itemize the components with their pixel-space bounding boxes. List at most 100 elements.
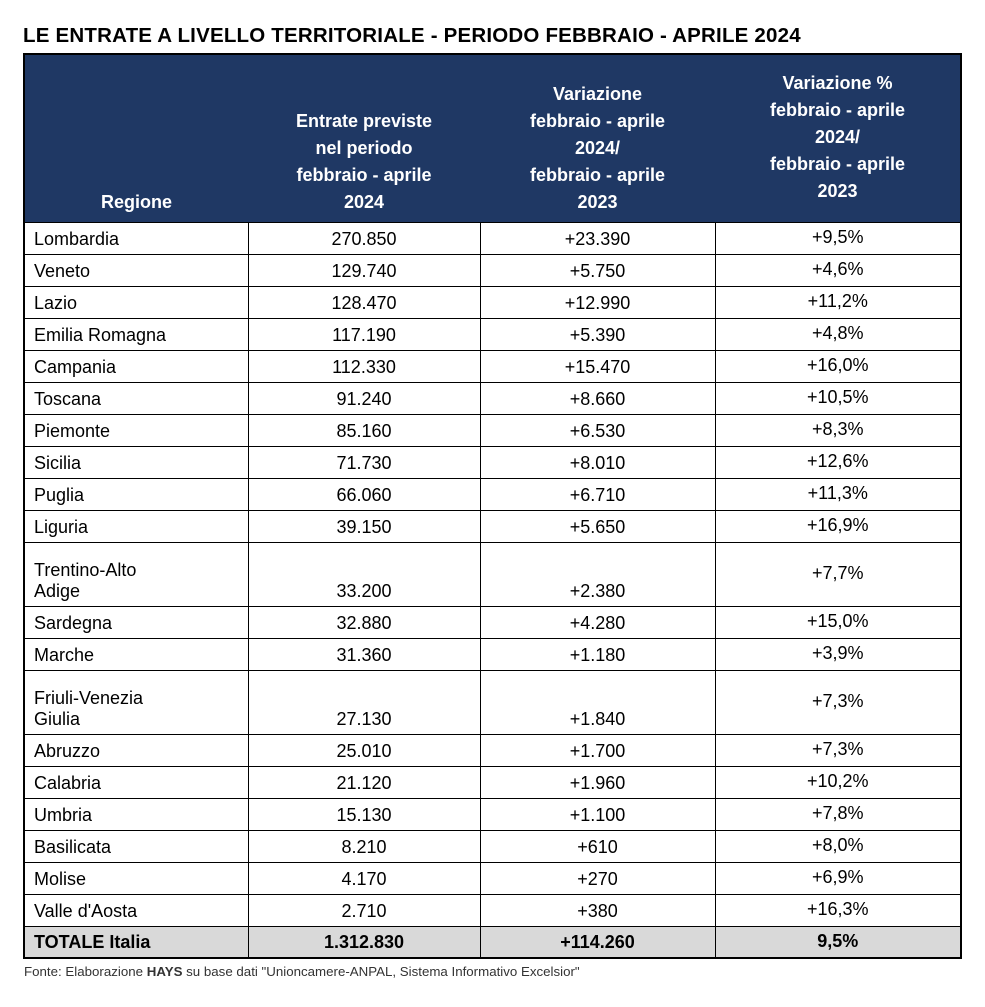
cell-entrate: 71.730	[247, 445, 481, 479]
cell-entrate: 129.740	[247, 253, 481, 287]
table-row: Valle d'Aosta 2.710 +380 +16,3%	[23, 893, 962, 927]
cell-entrate: 91.240	[247, 381, 481, 415]
column-header-variazione: Variazione febbraio - aprile 2024/ febbr…	[480, 54, 715, 222]
cell-variazione-pct: +8,3%	[714, 413, 962, 447]
table-header: Regione Entrate previste nel periodo feb…	[24, 54, 961, 222]
cell-variazione: +4.280	[479, 605, 716, 639]
cell-variazione: +5.650	[479, 509, 716, 543]
cell-entrate: 112.330	[247, 349, 481, 383]
cell-variazione: +1.840	[479, 669, 716, 735]
cell-entrate: 66.060	[247, 477, 481, 511]
cell-regione: Valle d'Aosta	[23, 893, 249, 927]
cell-variazione: +2.380	[479, 541, 716, 607]
table-row: Emilia Romagna 117.190 +5.390 +4,8%	[23, 317, 962, 351]
cell-variazione-pct: +7,3%	[714, 669, 962, 735]
table-row: Toscana 91.240 +8.660 +10,5%	[23, 381, 962, 415]
cell-variazione-pct: +7,7%	[714, 541, 962, 607]
cell-variazione-pct: +3,9%	[714, 637, 962, 671]
cell-regione: Toscana	[23, 381, 249, 415]
cell-variazione: +1.100	[479, 797, 716, 831]
cell-variazione-pct: +7,8%	[714, 797, 962, 831]
cell-entrate: 4.170	[247, 861, 481, 895]
cell-variazione-pct: +4,6%	[714, 253, 962, 287]
cell-regione: Marche	[23, 637, 249, 671]
cell-regione: Campania	[23, 349, 249, 383]
cell-regione: Veneto	[23, 253, 249, 287]
header-row: Regione Entrate previste nel periodo feb…	[24, 54, 961, 222]
cell-variazione-pct: 9,5%	[714, 925, 962, 959]
cell-entrate: 15.130	[247, 797, 481, 831]
cell-entrate: 270.850	[247, 221, 481, 255]
cell-entrate: 32.880	[247, 605, 481, 639]
cell-regione: Lombardia	[23, 221, 249, 255]
column-header-entrate: Entrate previste nel periodo febbraio - …	[248, 54, 480, 222]
cell-variazione: +1.700	[479, 733, 716, 767]
cell-regione: Piemonte	[23, 413, 249, 447]
cell-regione: Umbria	[23, 797, 249, 831]
table-row: Basilicata 8.210 +610 +8,0%	[23, 829, 962, 863]
cell-entrate: 8.210	[247, 829, 481, 863]
source-brand: HAYS	[146, 964, 183, 979]
table-row: Piemonte 85.160 +6.530 +8,3%	[23, 413, 962, 447]
cell-regione: Emilia Romagna	[23, 317, 249, 351]
table-row: Calabria 21.120 +1.960 +10,2%	[23, 765, 962, 799]
cell-variazione: +610	[479, 829, 716, 863]
table-row: Sardegna 32.880 +4.280 +15,0%	[23, 605, 962, 639]
cell-variazione-pct: +16,3%	[714, 893, 962, 927]
cell-variazione-pct: +10,5%	[714, 381, 962, 415]
table-body: Lombardia 270.850 +23.390 +9,5% Veneto 129.74…	[23, 221, 962, 959]
cell-variazione-pct: +15,0%	[714, 605, 962, 639]
cell-variazione: +1.960	[479, 765, 716, 799]
cell-variazione-pct: +8,0%	[714, 829, 962, 863]
table-row: Liguria 39.150 +5.650 +16,9%	[23, 509, 962, 543]
table-row: Umbria 15.130 +1.100 +7,8%	[23, 797, 962, 831]
table-row: Puglia 66.060 +6.710 +11,3%	[23, 477, 962, 511]
table-row: Campania 112.330 +15.470 +16,0%	[23, 349, 962, 383]
cell-variazione: +12.990	[479, 285, 716, 319]
cell-regione: Basilicata	[23, 829, 249, 863]
cell-entrate: 128.470	[247, 285, 481, 319]
cell-variazione: +5.390	[479, 317, 716, 351]
table-row: Lazio 128.470 +12.990 +11,2%	[23, 285, 962, 319]
cell-variazione-pct: +10,2%	[714, 765, 962, 799]
cell-regione: Calabria	[23, 765, 249, 799]
table-row: Sicilia 71.730 +8.010 +12,6%	[23, 445, 962, 479]
cell-variazione-pct: +11,3%	[714, 477, 962, 511]
cell-variazione: +1.180	[479, 637, 716, 671]
cell-regione: Abruzzo	[23, 733, 249, 767]
cell-variazione-pct: +9,5%	[714, 221, 962, 255]
cell-variazione-pct: +11,2%	[714, 285, 962, 319]
cell-regione: Liguria	[23, 509, 249, 543]
cell-variazione: +380	[479, 893, 716, 927]
page-title: LE ENTRATE A LIVELLO TERRITORIALE - PERI…	[23, 24, 801, 47]
cell-variazione-pct: +16,9%	[714, 509, 962, 543]
cell-variazione: +6.710	[479, 477, 716, 511]
cell-variazione: +5.750	[479, 253, 716, 287]
cell-entrate: 25.010	[247, 733, 481, 767]
cell-entrate: 117.190	[247, 317, 481, 351]
cell-entrate: 1.312.830	[247, 925, 481, 959]
cell-regione: Trentino-Alto Adige	[23, 541, 249, 607]
cell-entrate: 39.150	[247, 509, 481, 543]
cell-entrate: 31.360	[247, 637, 481, 671]
cell-variazione: +6.530	[479, 413, 716, 447]
cell-regione: Molise	[23, 861, 249, 895]
column-header-variazione-pct: Variazione % febbraio - aprile 2024/ feb…	[715, 54, 961, 222]
cell-entrate: 85.160	[247, 413, 481, 447]
table-row: Veneto 129.740 +5.750 +4,6%	[23, 253, 962, 287]
cell-regione: Friuli-Venezia Giulia	[23, 669, 249, 735]
cell-variazione-pct: +12,6%	[714, 445, 962, 479]
source-suffix: su base dati "Unioncamere-ANPAL, Sistema…	[182, 964, 580, 979]
cell-regione: Sicilia	[23, 445, 249, 479]
cell-variazione: +270	[479, 861, 716, 895]
cell-variazione-pct: +16,0%	[714, 349, 962, 383]
table-row: Trentino-Alto Adige 33.200 +2.380 +7,7%	[23, 541, 962, 607]
cell-regione: Lazio	[23, 285, 249, 319]
cell-entrate: 2.710	[247, 893, 481, 927]
cell-variazione: +114.260	[479, 925, 716, 959]
source-prefix: Fonte: Elaborazione	[24, 964, 147, 979]
cell-regione: Puglia	[23, 477, 249, 511]
cell-variazione: +15.470	[479, 349, 716, 383]
cell-variazione: +23.390	[479, 221, 716, 255]
cell-variazione: +8.010	[479, 445, 716, 479]
